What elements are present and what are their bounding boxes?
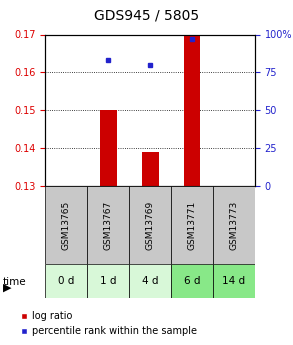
Bar bbox=[87, 186, 129, 264]
Bar bbox=[87, 264, 129, 298]
Text: GSM13767: GSM13767 bbox=[104, 200, 113, 250]
Text: 1 d: 1 d bbox=[100, 276, 117, 286]
Bar bbox=[100, 110, 117, 186]
Bar bbox=[45, 186, 87, 264]
Legend: log ratio, percentile rank within the sample: log ratio, percentile rank within the sa… bbox=[17, 307, 201, 340]
Bar bbox=[213, 264, 255, 298]
Text: GSM13773: GSM13773 bbox=[229, 200, 239, 250]
Text: GSM13769: GSM13769 bbox=[146, 200, 155, 250]
Bar bbox=[184, 34, 200, 186]
Text: 0 d: 0 d bbox=[58, 276, 74, 286]
Bar bbox=[129, 186, 171, 264]
Text: GDS945 / 5805: GDS945 / 5805 bbox=[94, 9, 199, 23]
Bar bbox=[142, 152, 159, 186]
Bar bbox=[129, 264, 171, 298]
Bar bbox=[45, 264, 87, 298]
Text: time: time bbox=[3, 277, 27, 287]
Bar bbox=[213, 186, 255, 264]
Text: 4 d: 4 d bbox=[142, 276, 159, 286]
Text: ▶: ▶ bbox=[3, 283, 11, 293]
Bar bbox=[171, 264, 213, 298]
Text: GSM13771: GSM13771 bbox=[188, 200, 197, 250]
Text: 6 d: 6 d bbox=[184, 276, 200, 286]
Text: GSM13765: GSM13765 bbox=[62, 200, 71, 250]
Text: 14 d: 14 d bbox=[222, 276, 246, 286]
Bar bbox=[171, 186, 213, 264]
